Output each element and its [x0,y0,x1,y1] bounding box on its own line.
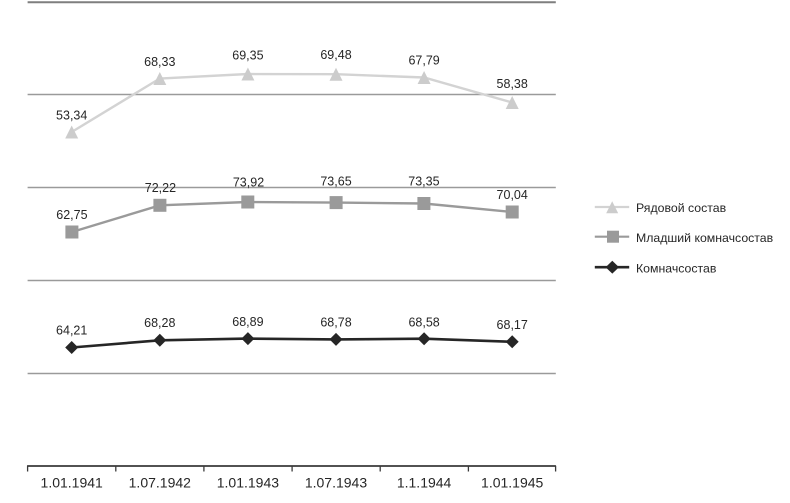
svg-text:73,65: 73,65 [320,174,351,188]
svg-text:1.07.1943: 1.07.1943 [305,475,367,491]
svg-text:1.01.1945: 1.01.1945 [481,475,543,491]
svg-text:Рядовой состав: Рядовой состав [636,201,726,215]
svg-text:68,28: 68,28 [144,316,175,330]
svg-text:68,33: 68,33 [144,55,175,69]
svg-text:69,35: 69,35 [232,48,263,62]
svg-text:1.01.1941: 1.01.1941 [41,475,103,491]
svg-text:68,17: 68,17 [497,318,528,332]
svg-text:Младший комначсостав: Младший комначсостав [636,231,773,245]
svg-text:73,35: 73,35 [408,174,439,188]
svg-text:1.1.1944: 1.1.1944 [397,475,452,491]
svg-text:62,75: 62,75 [56,208,87,222]
svg-text:68,78: 68,78 [320,315,351,329]
svg-text:53,34: 53,34 [56,108,87,122]
svg-text:64,21: 64,21 [56,324,87,338]
svg-text:67,79: 67,79 [408,54,439,68]
svg-text:58,38: 58,38 [497,77,528,91]
svg-text:70,04: 70,04 [497,188,528,202]
svg-text:68,58: 68,58 [408,316,439,330]
svg-text:1.07.1942: 1.07.1942 [129,475,191,491]
svg-text:68,89: 68,89 [232,315,263,329]
svg-text:73,92: 73,92 [233,175,264,189]
svg-text:1.01.1943: 1.01.1943 [217,475,279,491]
svg-text:Комначсостав: Комначсостав [636,261,716,275]
svg-text:69,48: 69,48 [320,48,351,62]
svg-text:72,22: 72,22 [145,181,176,195]
